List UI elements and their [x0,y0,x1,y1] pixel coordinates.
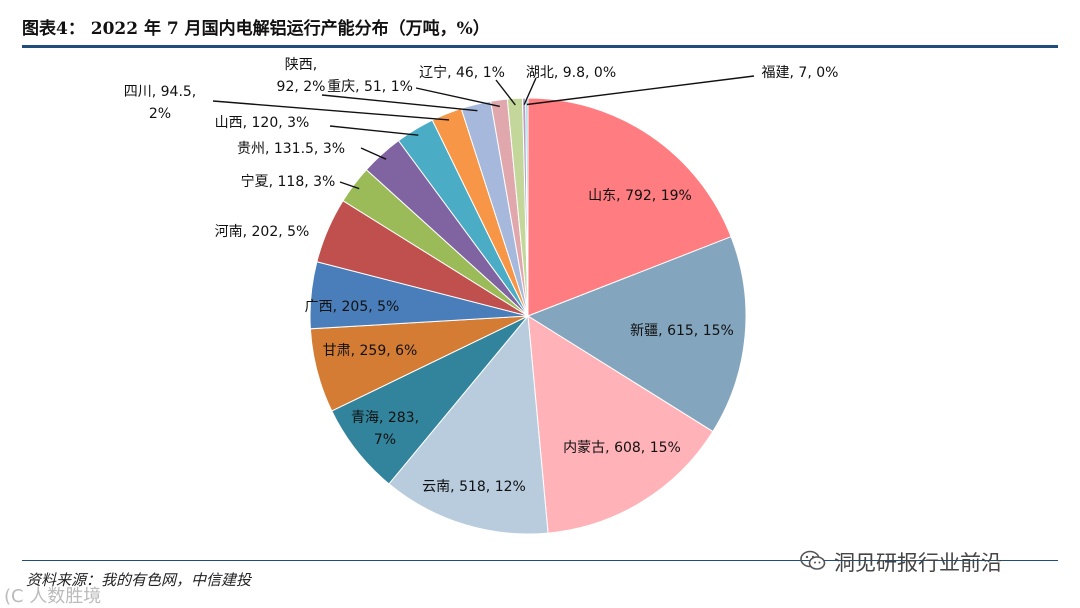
source-note: 资料来源：我的有色网，中信建投 [26,571,252,589]
slice-label-5: 青海, 283, 7% [351,410,419,448]
slice-label-2: 新疆, 615, 15% [630,323,734,339]
slice-label-9: 宁夏, 118, 3% [241,173,336,190]
leader-lines [212,75,755,190]
slice-label-15: 辽宁, 46, 1% [419,64,505,81]
leader-line-13 [321,94,478,112]
leader-line-9 [339,181,360,190]
watermark-right: 洞见研报行业前沿 [800,547,1002,577]
leader-line-15 [495,79,516,106]
slice-label-7: 广西, 205, 5% [305,299,400,315]
pie-slice-2 [526,236,747,433]
leader-line-12 [212,100,450,121]
pie-slice-4 [388,314,549,535]
slice-labels: 山东, 792, 19% 新疆, 615, 15% 内蒙古, 608, 15% 云南,… [124,57,839,495]
wechat-icon [800,550,826,577]
pie-slice-1 [527,97,732,317]
slice-label-8: 河南, 202, 5% [215,224,310,240]
slice-label-11: 山西, 120, 3% [215,115,310,131]
slice-label-14: 重庆, 51, 1% [327,79,413,95]
title-rule [22,45,1058,48]
slice-label-10: 贵州, 131.5, 3% [237,141,345,157]
leader-line-17 [526,75,755,106]
leader-line-10 [360,147,387,160]
slice-label-6: 甘肃, 259, 6% [323,343,418,359]
slice-label-16: 湖北, 9.8, 0% [526,65,616,81]
source-rule [22,560,1058,561]
watermark-right-text: 洞见研报行业前沿 [834,551,1002,575]
slice-label-13: 陕西, 92, 2% [277,57,326,95]
slice-label-1: 山东, 792, 19% [588,188,692,204]
pie-slices [309,97,747,535]
pie-slice-3 [527,315,714,534]
slice-label-3: 内蒙古, 608, 15% [563,440,681,456]
leader-line-11 [329,125,419,136]
figure-title: 图表4： 2022 年 7 月国内电解铝运行产能分布（万吨，%） [22,19,490,39]
leader-line-14 [415,87,500,108]
leader-line-16 [523,77,537,105]
slice-label-12: 四川, 94.5, 2% [124,84,197,122]
slice-label-17: 福建, 7, 0% [762,65,839,81]
slice-label-4: 云南, 518, 12% [422,479,526,495]
pie-chart: 山东, 792, 19% 新疆, 615, 15% 内蒙古, 608, 15% 云南,… [124,57,839,535]
watermark-left: (C 人数胜境 [4,586,102,607]
